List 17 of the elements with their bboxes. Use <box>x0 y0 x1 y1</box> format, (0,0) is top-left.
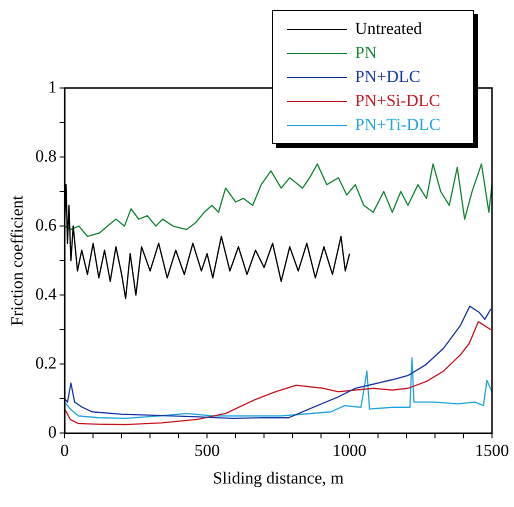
y-tick-label: 0.6 <box>35 216 57 235</box>
x-tick-label: 500 <box>194 440 220 460</box>
x-tick-label: 0 <box>60 440 69 460</box>
legend-label: PN+Si-DLC <box>355 90 440 112</box>
y-tick-label: 0.8 <box>35 146 57 166</box>
legend-label: PN+Ti-DLC <box>355 114 440 136</box>
legend-label: Untreated <box>355 18 422 40</box>
x-tick-label: 1000 <box>332 440 367 460</box>
x-tick-label: 1500 <box>475 440 509 460</box>
y-tick-label: 0 <box>48 422 57 442</box>
legend-label: PN <box>355 42 377 64</box>
x-axis-title: Sliding distance, m <box>212 468 344 488</box>
y-tick-label: 1 <box>48 77 57 96</box>
y-tick-label: 0.4 <box>35 284 58 304</box>
legend-label: PN+DLC <box>355 66 420 88</box>
y-axis-title: Friction coefficient <box>8 195 27 326</box>
y-tick-label: 0.2 <box>35 354 57 373</box>
